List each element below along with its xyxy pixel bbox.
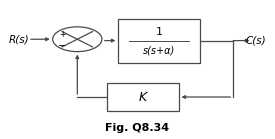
Text: R(s): R(s)	[9, 34, 29, 44]
Text: +: +	[59, 30, 65, 39]
Text: −: −	[58, 41, 66, 51]
Text: 1: 1	[156, 27, 163, 37]
Text: K: K	[139, 90, 147, 104]
Text: C(s): C(s)	[246, 36, 266, 46]
Text: s(s+α): s(s+α)	[143, 46, 175, 56]
FancyBboxPatch shape	[118, 19, 200, 63]
Text: Fig. Q8.34: Fig. Q8.34	[105, 123, 170, 133]
FancyBboxPatch shape	[108, 83, 178, 111]
